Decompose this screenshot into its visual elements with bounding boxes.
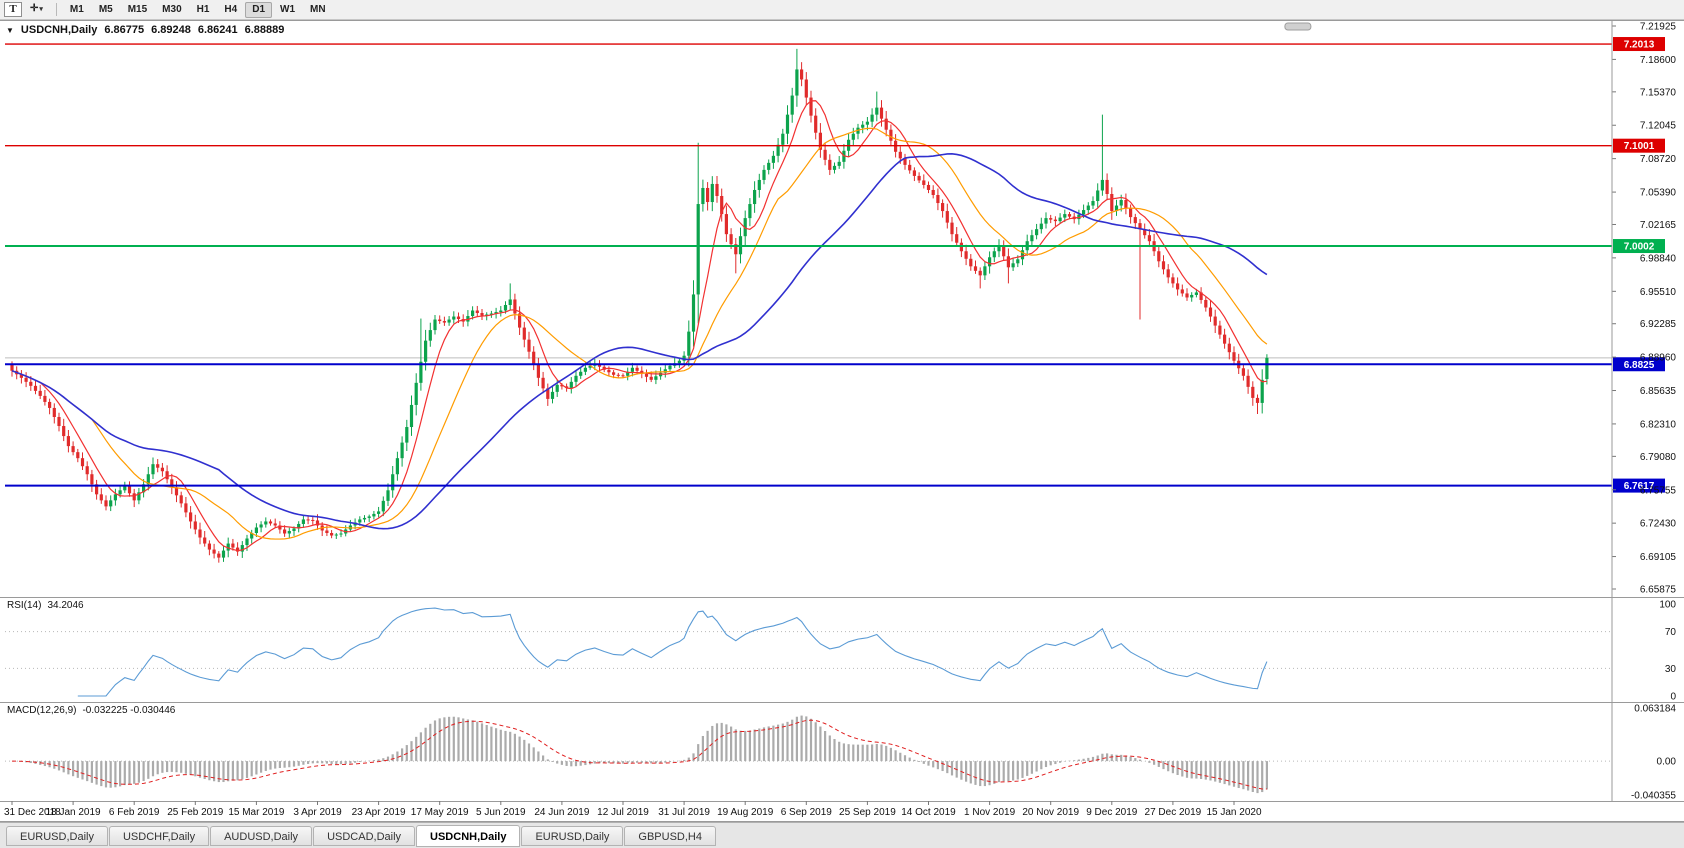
collapse-arrow-icon[interactable]: ▼ [6,25,14,35]
chart-ohlc-header: ▼ USDCNH,Daily 6.86775 6.89248 6.86241 6… [6,24,284,36]
svg-text:6.92285: 6.92285 [1640,319,1677,330]
timeframe-d1-button[interactable]: D1 [245,1,273,18]
svg-text:7.2013: 7.2013 [1624,40,1655,51]
svg-text:7.1001: 7.1001 [1624,141,1655,152]
ohlc-high: 6.89248 [151,24,191,36]
caret-down-icon: ▾ [39,6,43,13]
svg-text:25 Feb 2019: 25 Feb 2019 [167,807,224,818]
macd-name: MACD(12,26,9) [7,705,77,716]
text-tool-button[interactable]: T [4,2,22,17]
svg-text:6.95510: 6.95510 [1640,287,1677,298]
crosshair-icon: ✛ [30,3,39,14]
svg-text:7.15370: 7.15370 [1640,87,1677,98]
svg-text:1 Nov 2019: 1 Nov 2019 [964,807,1016,818]
toolbar-separator [55,3,57,16]
chart-tab-5-eurusd-daily[interactable]: EURUSD,Daily [521,825,624,846]
chart-tab-1-usdchf-daily[interactable]: USDCHF,Daily [108,825,210,846]
svg-text:6.7617: 6.7617 [1624,481,1655,492]
ohlc-open: 6.86775 [104,24,145,36]
chart-tab-6-gbpusd-h4[interactable]: GBPUSD,H4 [624,825,716,846]
macd-indicator-label: MACD(12,26,9) -0.032225 -0.030446 [7,705,175,716]
svg-text:6.72430: 6.72430 [1640,519,1677,530]
svg-text:31 Dec 2018: 31 Dec 2018 [4,807,61,818]
chart-shift-marker [1284,22,1312,31]
svg-text:0: 0 [1670,692,1676,703]
macd-values: -0.032225 -0.030446 [82,705,176,716]
svg-text:18 Jan 2019: 18 Jan 2019 [46,807,101,818]
svg-text:7.02165: 7.02165 [1640,220,1677,231]
svg-text:15 Jan 2020: 15 Jan 2020 [1206,807,1261,818]
timeframe-h1-button[interactable]: H1 [190,2,217,18]
timeframe-h4-button[interactable]: H4 [217,2,244,18]
chart-tab-bar: EURUSD,Daily USDCHF,Daily AUDUSD,Daily USDC… [0,822,1684,848]
svg-text:12 Jul 2019: 12 Jul 2019 [597,807,649,818]
svg-text:15 Mar 2019: 15 Mar 2019 [228,807,285,818]
svg-text:7.18600: 7.18600 [1640,55,1677,66]
chart-tab-4-usdcnh-daily[interactable]: USDCNH,Daily [416,824,521,847]
svg-text:7.21925: 7.21925 [1640,22,1677,33]
timeframe-m1-button[interactable]: M1 [63,2,91,18]
svg-text:6.79080: 6.79080 [1640,452,1677,463]
timeframe-w1-button[interactable]: W1 [273,2,302,18]
chart-tab-2-audusd-daily[interactable]: AUDUSD,Daily [210,825,313,846]
svg-text:6.65875: 6.65875 [1640,585,1677,596]
chart-tab-3-usdcad-daily[interactable]: USDCAD,Daily [313,825,416,846]
chart-tab-0-eurusd-daily[interactable]: EURUSD,Daily [6,825,108,846]
svg-text:7.08720: 7.08720 [1640,154,1677,165]
svg-text:14 Oct 2019: 14 Oct 2019 [901,807,956,818]
rsi-panel: 100 70 30 0 [5,600,1676,703]
svg-text:7.0002: 7.0002 [1624,242,1655,253]
svg-text:0.063184: 0.063184 [1634,704,1676,715]
svg-text:24 Jun 2019: 24 Jun 2019 [534,807,589,818]
svg-text:6.82310: 6.82310 [1640,419,1677,430]
svg-text:5 Jun 2019: 5 Jun 2019 [476,807,526,818]
macd-panel: 0.063184 0.00 -0.040355 [5,704,1676,802]
chart-canvas[interactable]: 7.2013 7.1001 7.0002 6.8825 6.7617 7.21925 7.1… [0,0,1684,824]
svg-text:6.88960: 6.88960 [1640,353,1677,364]
ohlc-low: 6.86241 [197,24,238,36]
timeframe-m5-button[interactable]: M5 [92,2,120,18]
svg-text:100: 100 [1659,600,1676,611]
svg-text:31 Jul 2019: 31 Jul 2019 [658,807,710,818]
svg-text:7.12045: 7.12045 [1640,121,1677,132]
svg-text:19 Aug 2019: 19 Aug 2019 [717,807,774,818]
svg-text:6.8825: 6.8825 [1624,360,1655,371]
horizontal-level-lines: 7.2013 7.1001 7.0002 6.8825 6.7617 [5,37,1665,493]
timeframe-m15-button[interactable]: M15 [121,2,154,18]
svg-text:17 May 2019: 17 May 2019 [411,807,469,818]
price-scale: 7.21925 7.18600 7.15370 7.12045 7.08720 7.053… [1612,22,1676,596]
timeframe-buttons: M1 M5 M15 M30 H1 H4 D1 W1 MN [63,1,333,18]
svg-text:6.98840: 6.98840 [1640,253,1677,264]
svg-text:23 Apr 2019: 23 Apr 2019 [352,807,406,818]
timeframe-m30-button[interactable]: M30 [155,2,188,18]
svg-text:6 Feb 2019: 6 Feb 2019 [109,807,160,818]
svg-text:25 Sep 2019: 25 Sep 2019 [839,807,896,818]
rsi-indicator-label: RSI(14) 34.2046 [7,600,84,611]
svg-text:6 Sep 2019: 6 Sep 2019 [781,807,833,818]
draw-tool-button[interactable]: ✛▾ [23,1,50,18]
svg-text:27 Dec 2019: 27 Dec 2019 [1145,807,1202,818]
moving-averages [11,100,1268,552]
svg-text:9 Dec 2019: 9 Dec 2019 [1086,807,1138,818]
svg-text:0.00: 0.00 [1657,757,1677,768]
svg-text:30: 30 [1665,664,1677,675]
svg-text:7.05390: 7.05390 [1640,188,1677,199]
rsi-value: 34.2046 [47,600,84,611]
svg-text:6.85635: 6.85635 [1640,386,1677,397]
panel-separators [0,20,1684,822]
ohlc-close: 6.88889 [244,24,285,36]
svg-text:70: 70 [1665,627,1677,638]
rsi-name: RSI(14) [7,600,42,611]
svg-text:6.75755: 6.75755 [1640,485,1677,496]
chart-title: USDCNH,Daily [20,24,98,36]
svg-text:6.69105: 6.69105 [1640,552,1677,563]
svg-text:20 Nov 2019: 20 Nov 2019 [1022,807,1079,818]
timeframe-mn-button[interactable]: MN [303,2,333,18]
svg-text:-0.040355: -0.040355 [1631,791,1676,802]
svg-text:3 Apr 2019: 3 Apr 2019 [293,807,342,818]
toolbar: T ✛▾ M1 M5 M15 M30 H1 H4 D1 W1 MN [0,0,1684,20]
